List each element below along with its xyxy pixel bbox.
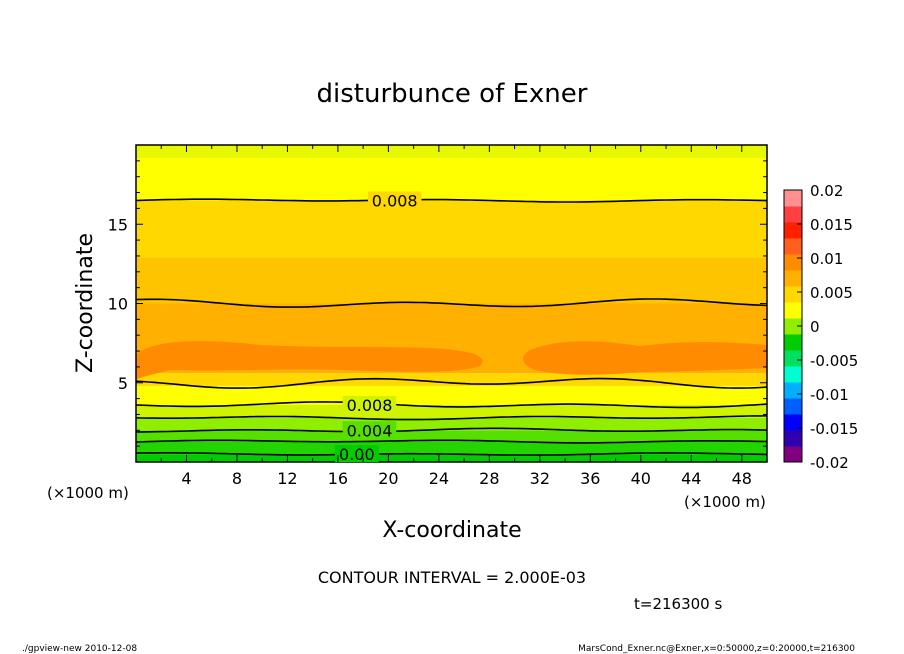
colorbar-tick-label: 0.01 xyxy=(810,250,843,268)
colorbar-swatch xyxy=(784,254,802,271)
contour-label-text: 0.008 xyxy=(347,396,393,415)
colorbar-swatch xyxy=(784,414,802,431)
contour-label-text: 0.008 xyxy=(372,191,418,210)
field-cell xyxy=(523,341,767,375)
footer-left: ./gpview-new 2010-12-08 xyxy=(22,644,137,654)
contour-line xyxy=(135,415,768,421)
y-tick-label: 5 xyxy=(118,374,128,393)
colorbar-tick-label: -0.01 xyxy=(810,386,849,404)
field-band xyxy=(136,417,767,431)
colorbar-swatch xyxy=(784,286,802,303)
contour-label: 0.00 xyxy=(334,445,379,464)
colorbar-swatch xyxy=(784,238,802,255)
colorbar-swatch xyxy=(784,270,802,287)
chart-title: disturbunce of Exner xyxy=(317,79,588,109)
y-tick-label: 15 xyxy=(108,215,128,234)
x-tick-label: 44 xyxy=(681,469,701,488)
contour-field xyxy=(136,145,767,462)
x-tick-label: 20 xyxy=(378,469,398,488)
colorbar-tick-label: 0.02 xyxy=(810,182,843,200)
contour-labels: 0.008 0.008 0.004 0.00 xyxy=(334,191,422,464)
contour-interval-note: CONTOUR INTERVAL = 2.000E-03 xyxy=(318,568,586,587)
x-tick-label: 32 xyxy=(530,469,550,488)
contour-label: 0.008 xyxy=(342,395,397,415)
colorbar-tick-label: 0.015 xyxy=(810,216,853,234)
contour-line xyxy=(135,439,768,444)
x-tick-label: 40 xyxy=(631,469,651,488)
colorbar-swatch xyxy=(784,190,802,207)
x-tick-label: 36 xyxy=(580,469,600,488)
footer-right: MarsCond_Exner.nc@Exner,x=0:50000,z=0:20… xyxy=(578,644,855,654)
contour-label: 0.004 xyxy=(342,421,397,440)
field-band xyxy=(136,404,767,418)
colorbar-swatch xyxy=(784,350,802,367)
x-tick-label: 16 xyxy=(328,469,348,488)
colorbar-swatch xyxy=(784,334,802,351)
contour-label-bg xyxy=(367,191,422,209)
colorbar-swatch xyxy=(784,366,802,383)
x-tick-label: 48 xyxy=(732,469,752,488)
x-tick-label: 4 xyxy=(181,469,191,488)
y-axis-title: Z-coordinate xyxy=(73,233,98,373)
colorbar-swatch xyxy=(784,446,802,463)
colorbar-tick-label: -0.015 xyxy=(810,420,858,438)
x-tick-label: 28 xyxy=(479,469,499,488)
field-band xyxy=(136,145,767,158)
time-note: t=216300 s xyxy=(634,595,722,613)
colorbar-swatch xyxy=(784,318,802,335)
field-band xyxy=(136,257,767,304)
y-axis: 5 10 15 xyxy=(108,160,767,447)
field-band xyxy=(136,385,767,405)
y-tick-label: 10 xyxy=(108,295,128,314)
y-unit-label: (×1000 m) xyxy=(47,484,129,502)
contour-line xyxy=(136,427,768,433)
colorbar: 0.02 0.015 0.01 0.005 0 -0.005 -0.01 -0.015 -0.0… xyxy=(783,182,858,472)
field-band xyxy=(136,373,767,386)
contour-line xyxy=(135,198,768,203)
field-band xyxy=(136,200,767,258)
colorbar-swatch xyxy=(784,430,802,447)
contour-label-bg xyxy=(342,395,397,413)
contour-label-bg xyxy=(334,445,379,463)
field-band xyxy=(136,441,767,455)
colorbar-tick-label: 0 xyxy=(810,318,820,336)
colorbar-tick-label: 0.005 xyxy=(810,284,853,302)
contour-label-text: 0.004 xyxy=(347,421,393,440)
colorbar-swatch xyxy=(784,206,802,223)
x-axis-title: X-coordinate xyxy=(382,518,521,543)
colorbar-swatch xyxy=(784,302,802,319)
x-tick-label: 8 xyxy=(232,469,242,488)
contour-label: 0.008 xyxy=(367,191,422,210)
x-unit-label: (×1000 m) xyxy=(684,493,766,511)
contour-lines xyxy=(135,198,768,456)
field-cell xyxy=(136,341,483,380)
field-band xyxy=(136,430,767,442)
contour-label-text: 0.00 xyxy=(339,445,375,464)
contour-line xyxy=(135,298,768,308)
colorbar-tick-label: -0.005 xyxy=(810,352,858,370)
colorbar-tick-label: -0.02 xyxy=(810,454,849,472)
colorbar-swatch xyxy=(784,398,802,415)
contour-line xyxy=(135,452,768,456)
contour-label-bg xyxy=(342,421,397,439)
contour-line xyxy=(135,377,768,389)
contour-line xyxy=(135,401,768,409)
x-tick-label: 12 xyxy=(277,469,297,488)
colorbar-swatch xyxy=(784,382,802,399)
colorbar-swatch xyxy=(784,222,802,239)
field-band xyxy=(136,454,767,462)
x-axis: 4 8 12 16 20 24 28 32 36 40 44 48 xyxy=(160,145,768,488)
x-tick-label: 24 xyxy=(429,469,449,488)
